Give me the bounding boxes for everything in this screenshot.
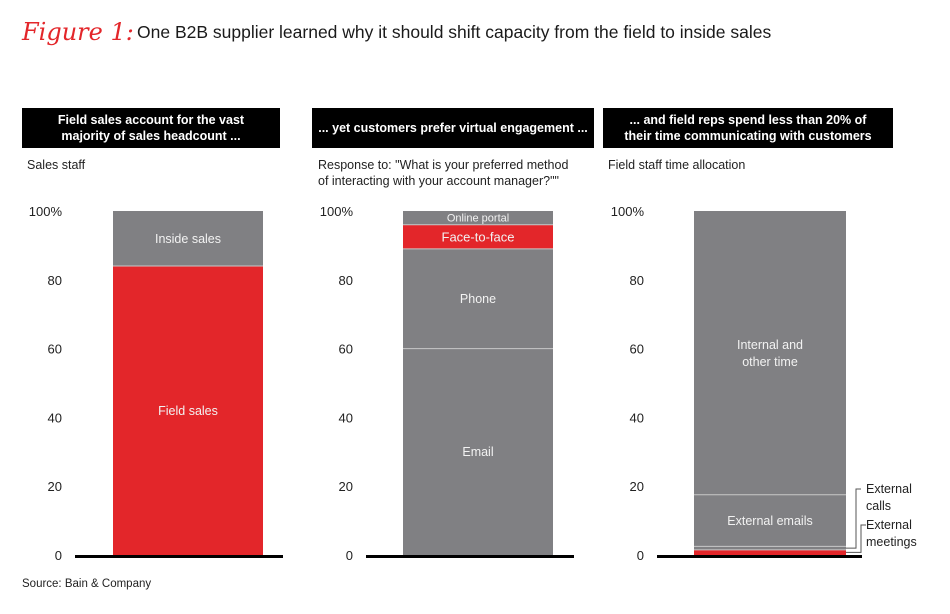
bar-segment-external-meetings [694, 549, 846, 555]
y-tick-label: 0 [637, 548, 644, 563]
y-tick-label: 0 [346, 548, 353, 563]
y-tick-label: 40 [630, 410, 644, 425]
panel-2-subtitle-line: Response to: "What is your preferred met… [318, 158, 569, 172]
y-tick-label: 100% [29, 204, 63, 219]
bar-segment-field-sales [113, 266, 263, 555]
panel-3-header-line: ... and field reps spend less than 20% o… [629, 113, 867, 127]
panel-2-subtitle: Response to: "What is your preferred met… [318, 157, 568, 189]
y-tick-label: 80 [339, 273, 353, 288]
panel-1-subtitle: Sales staff [27, 157, 85, 173]
segment-label: External [866, 482, 912, 496]
bar-segment-phone [403, 248, 553, 349]
callout-line [846, 524, 866, 553]
y-tick-label: 0 [55, 548, 62, 563]
y-tick-label: 100% [320, 204, 354, 219]
bar-segment-internal-and-other-time [694, 211, 846, 495]
segment-label: External emails [727, 514, 812, 528]
panel-1-header-line: majority of sales headcount ... [61, 129, 241, 143]
segment-label: Face-to-face [442, 229, 515, 244]
segment-label: Online portal [447, 213, 509, 225]
panel-3-header-line: their time communicating with customers [624, 129, 872, 143]
y-tick-label: 60 [339, 342, 353, 357]
panel-2-header: ... yet customers prefer virtual engagem… [312, 108, 594, 148]
y-tick-label: 100% [611, 204, 645, 219]
segment-label: calls [866, 499, 891, 513]
bar-segment-external-calls [694, 546, 846, 550]
panel-3-subtitle: Field staff time allocation [608, 157, 745, 173]
source-note: Source: Bain & Company [22, 578, 152, 590]
panel-2-subtitle-line: of interacting with your account manager… [318, 174, 559, 188]
segment-label: Inside sales [155, 232, 221, 246]
segment-label: External [866, 518, 912, 532]
segment-label: Phone [460, 292, 496, 306]
y-tick-label: 20 [630, 479, 644, 494]
segment-label: Internal and [737, 338, 803, 352]
panel-3-header: ... and field reps spend less than 20% o… [603, 108, 893, 148]
panel-1-header: Field sales account for the vast majority… [22, 108, 280, 148]
segment-label: meetings [866, 535, 917, 549]
panel-1-header-line: Field sales account for the vast [57, 113, 245, 127]
bar-segment-inside-sales [113, 211, 263, 267]
segment-label: Email [462, 445, 493, 459]
y-tick-label: 20 [48, 479, 62, 494]
panel-1-subtitle-line: Sales staff [27, 158, 86, 172]
y-tick-label: 40 [48, 410, 62, 425]
y-tick-label: 40 [339, 410, 353, 425]
figure-label: Figure 1: [22, 18, 134, 46]
segment-label: other time [742, 355, 798, 369]
callout-line [846, 488, 861, 549]
bar-segment-external-emails [694, 494, 846, 547]
figure-title: One B2B supplier learned why it should s… [137, 22, 772, 42]
bar-segment-face-to-face [403, 224, 553, 249]
bar-segment-email [403, 348, 553, 555]
y-tick-label: 60 [48, 342, 62, 357]
y-tick-label: 80 [48, 273, 62, 288]
segment-label: Field sales [158, 404, 218, 418]
y-tick-label: 60 [630, 342, 644, 357]
panel-3-subtitle-line: Field staff time allocation [608, 158, 746, 172]
y-tick-label: 20 [339, 479, 353, 494]
bar-segment-online-portal [403, 211, 553, 225]
panel-2-header-line: ... yet customers prefer virtual engagem… [318, 121, 588, 135]
y-tick-label: 80 [630, 273, 644, 288]
